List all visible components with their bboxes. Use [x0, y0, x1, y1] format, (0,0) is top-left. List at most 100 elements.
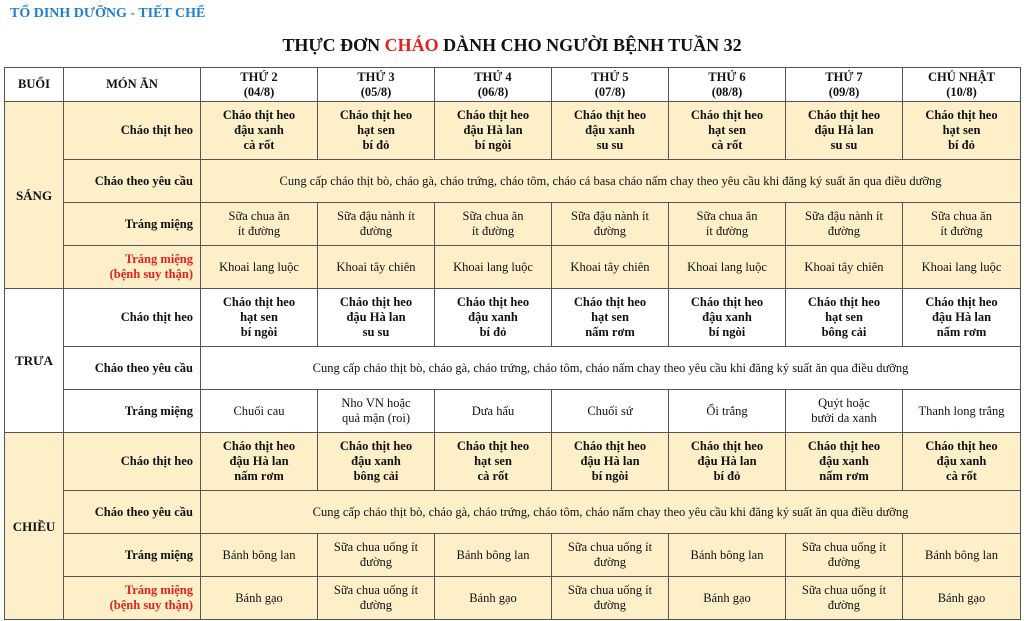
menu-cell: Sữa chua uống ít đường: [317, 533, 435, 577]
dish-label: Cháo theo yêu cầu: [63, 159, 201, 203]
menu-cell: Sữa chua uống ít đường: [551, 576, 669, 620]
dish-note: (bệnh suy thận): [109, 267, 193, 281]
menu-cell: Cháo thịt heo đậu Hà lan bí đỏ: [668, 432, 786, 491]
menu-line: Cháo thịt heo: [573, 439, 647, 453]
col-header-day: THỨ 4 (06/8): [434, 67, 552, 102]
day-date: (09/8): [828, 84, 860, 99]
menu-cell: Quýt hoặc bưởi da xanh: [785, 389, 903, 433]
menu-cell: Cháo thịt heo đậu xanh bí ngòi: [668, 288, 786, 347]
menu-line: Khoai lang luộc: [219, 259, 299, 274]
dish-name: Cháo thịt heo: [120, 454, 193, 468]
day-name: THỨ 4: [474, 69, 512, 84]
menu-cell: Cháo thịt heo đậu xanh su su: [551, 101, 669, 160]
menu-cell: Cháo thịt heo hạt sen cà rốt: [434, 432, 552, 491]
table-row: Tráng miệng Chuối cau Nho VN hoặc quả mận (…: [5, 389, 1021, 433]
menu-line: bí đỏ: [362, 138, 390, 152]
dish-name: Cháo theo yêu cầu: [94, 173, 193, 188]
menu-line: Sữa chua uống ít: [333, 583, 419, 597]
table-row: CHIỀU Cháo thịt heo Cháo thịt heo đậu Hà la…: [4, 432, 1021, 620]
menu-line: bí ngòi: [474, 138, 512, 152]
menu-cell: Bánh gạo: [434, 576, 552, 620]
dish-note: (bệnh suy thận): [109, 598, 193, 612]
menu-line: Cháo thịt heo: [339, 108, 413, 122]
menu-cell: Bánh bông lan: [200, 533, 318, 577]
menu-cell: Thanh long trắng: [902, 389, 1021, 433]
menu-line: Bánh gạo: [937, 590, 986, 605]
table-row: Tráng miệng (bệnh suy thận) Khoai lang luộ…: [5, 245, 1021, 289]
menu-cell: Sữa đậu nành ít đường: [551, 202, 669, 246]
menu-line: Chuối sứ: [587, 403, 633, 418]
dish-name: Cháo thịt heo: [120, 123, 193, 137]
menu-line: Sữa chua uống ít: [567, 540, 653, 554]
day-name: THỨ 7: [825, 69, 863, 84]
table-row: Tráng miệng Sữa chua ăn ít đường Sữa đậu nà…: [5, 202, 1021, 246]
menu-line: cà rốt: [243, 138, 275, 152]
menu-line: hạt sen: [942, 123, 981, 137]
menu-line: bí đỏ: [713, 469, 741, 483]
menu-line: ít đường: [940, 224, 983, 238]
menu-cell: Bánh bông lan: [668, 533, 786, 577]
menu-line: đường: [827, 224, 861, 238]
menu-cell: Cháo thịt heo đậu xanh nấm rơm: [785, 432, 903, 491]
menu-line: su su: [830, 138, 858, 152]
menu-cell: Sữa đậu nành ít đường: [317, 202, 435, 246]
menu-cell: Khoai lang luộc: [434, 245, 552, 289]
menu-line: ít đường: [705, 224, 749, 238]
col-header-day: THỨ 2 (04/8): [200, 67, 318, 102]
menu-line: Bánh bông lan: [925, 547, 998, 562]
day-name: THỨ 3: [357, 69, 395, 84]
dish-name: Tráng miệng: [124, 216, 193, 231]
menu-cell: Khoai lang luộc: [668, 245, 786, 289]
menu-cell: Cháo thịt heo đậu Hà lan su su: [317, 288, 435, 347]
menu-cell: Khoai tây chiên: [551, 245, 669, 289]
title-prefix: THỰC ĐƠN: [282, 35, 385, 55]
menu-line: Bánh gạo: [235, 590, 283, 605]
menu-line: Cháo thịt heo: [456, 439, 530, 453]
menu-cell: Ổi trắng: [668, 389, 786, 433]
menu-line: su su: [362, 325, 390, 339]
menu-cell: Khoai tây chiên: [317, 245, 435, 289]
menu-line: hạt sen: [474, 454, 512, 468]
menu-line: Sữa chua ăn: [228, 209, 290, 223]
menu-line: Sữa chua ăn: [462, 209, 524, 223]
dish-label: Cháo theo yêu cầu: [63, 490, 201, 534]
table-row: Tráng miệng (bệnh suy thận) Bánh gạo Sữa ch…: [5, 576, 1021, 620]
dish-label: Tráng miệng (bệnh suy thận): [63, 576, 201, 620]
col-header-dish: MÓN ĂN: [63, 67, 201, 102]
menu-table: BUỔI MÓN ĂN THỨ 2 (04/8) THỨ 3 (05/8) THỨ 4(…: [4, 67, 1021, 620]
menu-cell: Cháo thịt heo hạt sen nấm rơm: [551, 288, 669, 347]
dish-label: Tráng miệng: [63, 202, 201, 246]
menu-line: Cháo thịt heo: [456, 295, 530, 309]
menu-cell: Cháo thịt heo đậu Hà lan bí ngòi: [551, 432, 669, 491]
col-header-day: THỨ 5 (07/8): [551, 67, 669, 102]
menu-line: bí ngòi: [708, 325, 746, 339]
menu-cell: Sữa chua uống ít đường: [317, 576, 435, 620]
menu-cell: Sữa chua uống ít đường: [551, 533, 669, 577]
menu-cell: Bánh bông lan: [434, 533, 552, 577]
dish-name: Cháo theo yêu cầu: [94, 360, 193, 375]
day-date: (08/8): [711, 84, 743, 99]
title-suffix: DÀNH CHO NGƯỜI BỆNH TUẦN 32: [438, 35, 742, 55]
menu-line: đậu xanh: [585, 123, 635, 137]
menu-line: Sữa chua uống ít: [567, 583, 653, 597]
menu-line: đường: [359, 555, 393, 569]
department-label: TỔ DINH DƯỠNG - TIẾT CHẾ: [10, 6, 206, 21]
day-date: (06/8): [477, 84, 509, 99]
menu-line: bưởi da xanh: [811, 411, 877, 425]
menu-cell: Bánh gạo: [668, 576, 786, 620]
menu-line: cà rốt: [946, 469, 977, 483]
menu-line: Bánh gạo: [703, 590, 751, 605]
menu-line: đường: [827, 598, 861, 612]
menu-line: Bánh bông lan: [456, 547, 530, 562]
menu-cell: Cháo thịt heo hạt sen cà rốt: [668, 101, 786, 160]
menu-line: Cháo thịt heo: [222, 295, 296, 309]
menu-line: nấm rơm: [819, 469, 869, 483]
on-request-note: Cung cấp cháo thịt bò, cháo gà, cháo trứ…: [200, 346, 1021, 390]
session-label: CHIỀU: [4, 432, 64, 620]
menu-line: Cháo thịt heo: [456, 108, 530, 122]
menu-line: Sữa đậu nành ít: [337, 209, 415, 223]
menu-line: Sữa đậu nành ít: [805, 209, 883, 223]
menu-line: đậu Hà lan: [580, 454, 640, 468]
menu-line: Nho VN hoặc: [341, 396, 411, 410]
menu-cell: Sữa chua ăn ít đường: [902, 202, 1021, 246]
